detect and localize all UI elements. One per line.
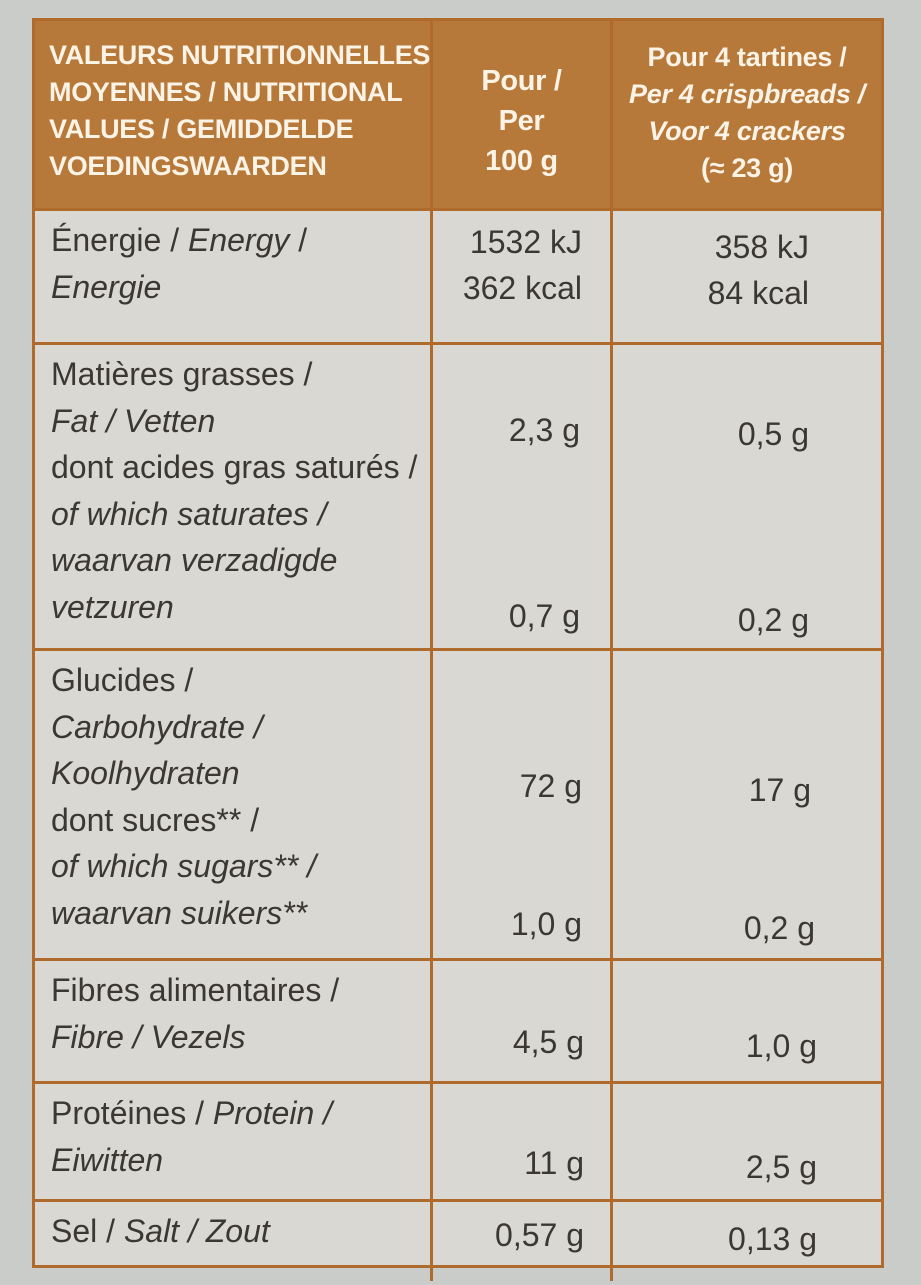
label-line: Fat / Vetten [51,402,216,439]
label-line: waarvan verzadigde [51,542,338,578]
protein-value-per-100g: 11 g [524,1145,584,1181]
header-per-portion-line: Per 4 crispbreads / [629,79,865,109]
fibre-per-portion: 1,0 g [613,961,881,1084]
label-line: dont acides gras saturés / [51,449,418,485]
energy-per-portion: 358 kJ 84 kcal [613,211,881,345]
header-per-100g-line: Per [498,105,545,137]
fat-per-100g: 2,3 g 0,7 g [433,345,613,651]
carbohydrate-per-portion: 17 g 0,2 g [613,651,881,961]
energy-kj-per-100g: 1532 kJ [469,224,582,260]
protein-label: Protéines / Protein / Eiwitten [35,1084,433,1202]
salt-value-per-portion: 0,13 g [728,1221,817,1257]
header-per-portion-line: (≈ 23 g) [701,153,793,183]
header-title-line: VALUES / GEMIDDELDE [49,114,354,144]
label-en: Energy [187,222,290,258]
header-per-100g-line: 100 g [485,145,558,177]
label-line: vetzuren [51,588,174,625]
sugars-value-per-portion: 0,2 g [743,910,815,946]
carbohydrate-value-per-portion: 17 g [748,772,811,808]
protein-per-100g: 11 g [433,1084,613,1202]
label-line: Koolhydraten [51,755,240,791]
fat-label: Matières grasses / Fat / Vetten dont aci… [35,345,433,651]
fat-value-per-portion: 0,5 g [737,416,809,452]
salt-label: Sel / Salt / Zout [35,1202,433,1281]
label-fr: Protéines / [51,1095,213,1131]
header-title-line: VOEDINGSWAARDEN [49,151,327,181]
fibre-value-per-portion: 1,0 g [745,1028,817,1064]
header-per-100g-line: Pour / [481,65,562,97]
salt-per-portion: 0,13 g [613,1202,881,1281]
label-line: dont sucres** / [51,801,260,838]
label-en-nl: Salt / Zout [123,1213,270,1249]
label-fr: Énergie / [51,222,188,258]
label-en: Protein / [212,1095,333,1131]
header-title-line: VALEURS NUTRITIONNELLES [49,40,431,70]
label-line: Glucides / [51,662,194,698]
protein-per-portion: 2,5 g [613,1084,881,1202]
label-nl: Eiwitten [51,1141,164,1178]
carbohydrate-value-per-100g: 72 g [519,768,582,804]
label-line: Matières grasses / [51,356,313,392]
saturates-value-per-100g: 0,7 g [508,598,580,634]
fibre-per-100g: 4,5 g [433,961,613,1084]
header-per-100g: Pour / Per 100 g [433,21,613,211]
label-line: of which sugars** / [51,848,317,884]
header-per-portion-line: Voor 4 crackers [648,116,846,146]
header-nutrient-column: VALEURS NUTRITIONNELLES MOYENNES / NUTRI… [35,21,433,211]
energy-kcal-per-100g: 362 kcal [462,270,582,306]
label-line: Fibres alimentaires / [51,972,340,1008]
energy-per-100g: 1532 kJ 362 kcal [433,211,613,345]
carbohydrate-label: Glucides / Carbohydrate / Koolhydraten d… [35,651,433,961]
fibre-label: Fibres alimentaires / Fibre / Vezels [35,961,433,1084]
header-per-portion: Pour 4 tartines / Per 4 crispbreads / Vo… [613,21,881,211]
label-sep: / [289,222,308,258]
header-title-line: MOYENNES / NUTRITIONAL [49,77,403,107]
sugars-value-per-100g: 1,0 g [510,906,582,942]
protein-value-per-portion: 2,5 g [745,1149,817,1185]
fat-per-portion: 0,5 g 0,2 g [613,345,881,651]
label-line: waarvan suikers** [51,894,308,931]
fat-value-per-100g: 2,3 g [508,412,580,448]
salt-value-per-100g: 0,57 g [495,1217,584,1253]
energy-kcal-per-portion: 84 kcal [707,275,809,311]
label-fr: Sel / [51,1213,124,1249]
energy-label: Énergie / Energy / Energie [35,211,433,345]
saturates-value-per-portion: 0,2 g [737,602,809,638]
salt-per-100g: 0,57 g [433,1202,613,1281]
nutrition-table: VALEURS NUTRITIONNELLES MOYENNES / NUTRI… [32,18,884,1281]
fibre-value-per-100g: 4,5 g [512,1024,584,1060]
label-line: Carbohydrate / [51,708,263,745]
label-line: of which saturates / [51,495,327,532]
header-per-portion-line: Pour 4 tartines / [647,42,847,72]
label-nl: Energie [51,268,162,305]
label-line: Fibre / Vezels [51,1018,246,1055]
energy-kj-per-portion: 358 kJ [714,229,809,265]
carbohydrate-per-100g: 72 g 1,0 g [433,651,613,961]
